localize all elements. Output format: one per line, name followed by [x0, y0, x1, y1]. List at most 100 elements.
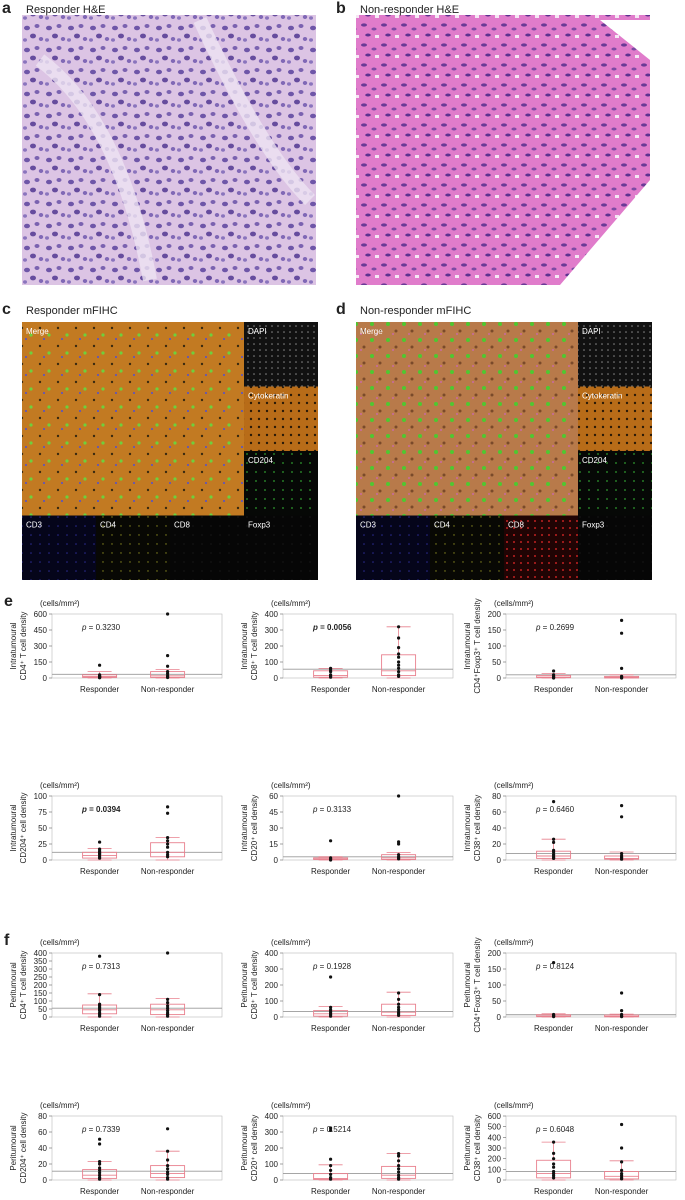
- data-point: [397, 1152, 401, 1156]
- data-point: [98, 856, 102, 860]
- panel-title: Non-responder H&E: [360, 4, 459, 16]
- data-point: [397, 1177, 401, 1181]
- y-axis-label: Peritumoural: [240, 1125, 249, 1171]
- data-point: [329, 1177, 333, 1181]
- data-point: [166, 1001, 170, 1005]
- p-value: p = 0.6460: [535, 805, 575, 814]
- p-text: = 0.6460: [540, 805, 574, 814]
- data-point: [397, 1170, 401, 1174]
- data-point: [620, 1160, 624, 1164]
- stain-tile: [578, 322, 652, 387]
- data-point: [166, 1158, 170, 1162]
- y-tick-label: 0: [43, 856, 48, 865]
- data-point: [329, 1164, 333, 1168]
- y-tick-label: 150: [488, 965, 502, 974]
- x-tick-label: Non-responder: [372, 867, 426, 876]
- data-point: [397, 842, 401, 846]
- y-tick-label: 100: [34, 792, 48, 801]
- data-point: [166, 1009, 170, 1013]
- p-symbol: p: [535, 962, 541, 971]
- y-tick-label: 50: [38, 1005, 47, 1014]
- data-point: [397, 1159, 401, 1163]
- y-axis-label: CD4⁺ T cell density: [19, 612, 28, 681]
- y-tick-label: 20: [38, 1160, 47, 1169]
- y-tick-label: 0: [274, 1013, 279, 1022]
- p-value: p = 0.3133: [312, 805, 352, 814]
- plot-frame: [282, 613, 454, 679]
- tile-label: CD204: [248, 456, 273, 465]
- p-symbol: p: [312, 962, 318, 971]
- y-tick-label: 0: [274, 1176, 279, 1185]
- data-point: [166, 836, 170, 840]
- data-point: [397, 794, 401, 798]
- p-value: p = 0.5214: [312, 1125, 352, 1134]
- stroma: [35, 17, 315, 282]
- stain-tile: [244, 386, 318, 451]
- plot-frame: [51, 613, 223, 679]
- data-point: [166, 675, 170, 680]
- data-point: [98, 1162, 102, 1166]
- y-tick-label: 400: [488, 1133, 502, 1142]
- y-tick-label: 100: [488, 981, 502, 990]
- tile-label: DAPI: [582, 327, 601, 336]
- data-point: [620, 1122, 624, 1127]
- y-tick-label: 450: [34, 626, 48, 635]
- y-tick-label: 15: [269, 840, 278, 849]
- tile-label: CD4: [100, 521, 117, 530]
- y-tick-label: 500: [488, 1123, 502, 1132]
- data-point: [329, 675, 333, 679]
- stain-tile: [504, 515, 578, 580]
- p-value: p = 0.0056: [312, 623, 352, 632]
- x-tick-label: Responder: [534, 685, 573, 694]
- background: [560, 20, 650, 285]
- stain-tile: [430, 515, 504, 580]
- y-tick-label: 30: [269, 824, 278, 833]
- plot-frame: [282, 952, 454, 1018]
- y-tick-label: 40: [492, 824, 501, 833]
- p-text: = 0.6048: [540, 1125, 574, 1134]
- data-point: [397, 1164, 401, 1168]
- y-tick-label: 100: [265, 997, 279, 1006]
- stain-tile: [356, 515, 430, 580]
- y-tick-label: 100: [265, 1160, 279, 1169]
- data-point: [397, 670, 401, 674]
- data-point: [552, 800, 556, 804]
- data-point: [98, 1166, 102, 1170]
- y-tick-label: 0: [497, 1013, 502, 1022]
- data-point: [620, 804, 624, 808]
- panel-letter: b: [336, 0, 346, 17]
- y-tick-label: 100: [265, 658, 279, 667]
- unit-label: (cells/mm²): [40, 599, 80, 608]
- x-tick-label: Non-responder: [595, 1187, 649, 1196]
- p-text: = 0.7339: [86, 1125, 120, 1134]
- data-point: [620, 1015, 624, 1019]
- panel-letter: d: [336, 301, 346, 318]
- x-tick-label: Responder: [534, 1024, 573, 1033]
- x-tick-label: Non-responder: [595, 867, 649, 876]
- plot-frame: [505, 613, 677, 679]
- data-point: [166, 1167, 170, 1171]
- stain-tile: [170, 515, 244, 580]
- plot-frame: [282, 795, 454, 861]
- x-tick-label: Responder: [80, 1187, 119, 1196]
- p-symbol: p: [535, 1125, 541, 1134]
- p-symbol: p: [535, 623, 541, 632]
- section-letter: f: [4, 932, 10, 949]
- data-point: [98, 1014, 102, 1018]
- data-point: [329, 839, 333, 843]
- data-point: [166, 845, 170, 849]
- p-symbol: p: [81, 962, 87, 971]
- x-tick-label: Non-responder: [141, 1187, 195, 1196]
- p-value: p = 0.6048: [535, 1125, 575, 1134]
- y-tick-label: 0: [497, 1176, 502, 1185]
- p-value: p = 0.2699: [535, 623, 575, 632]
- y-axis-label: Peritumoural: [463, 1125, 472, 1171]
- data-point: [166, 664, 170, 668]
- unit-label: (cells/mm²): [40, 938, 80, 947]
- data-point: [166, 1127, 170, 1131]
- y-tick-label: 200: [488, 1155, 502, 1164]
- y-tick-label: 0: [43, 1176, 48, 1185]
- panel-title: Responder H&E: [26, 4, 106, 16]
- data-point: [552, 1162, 556, 1166]
